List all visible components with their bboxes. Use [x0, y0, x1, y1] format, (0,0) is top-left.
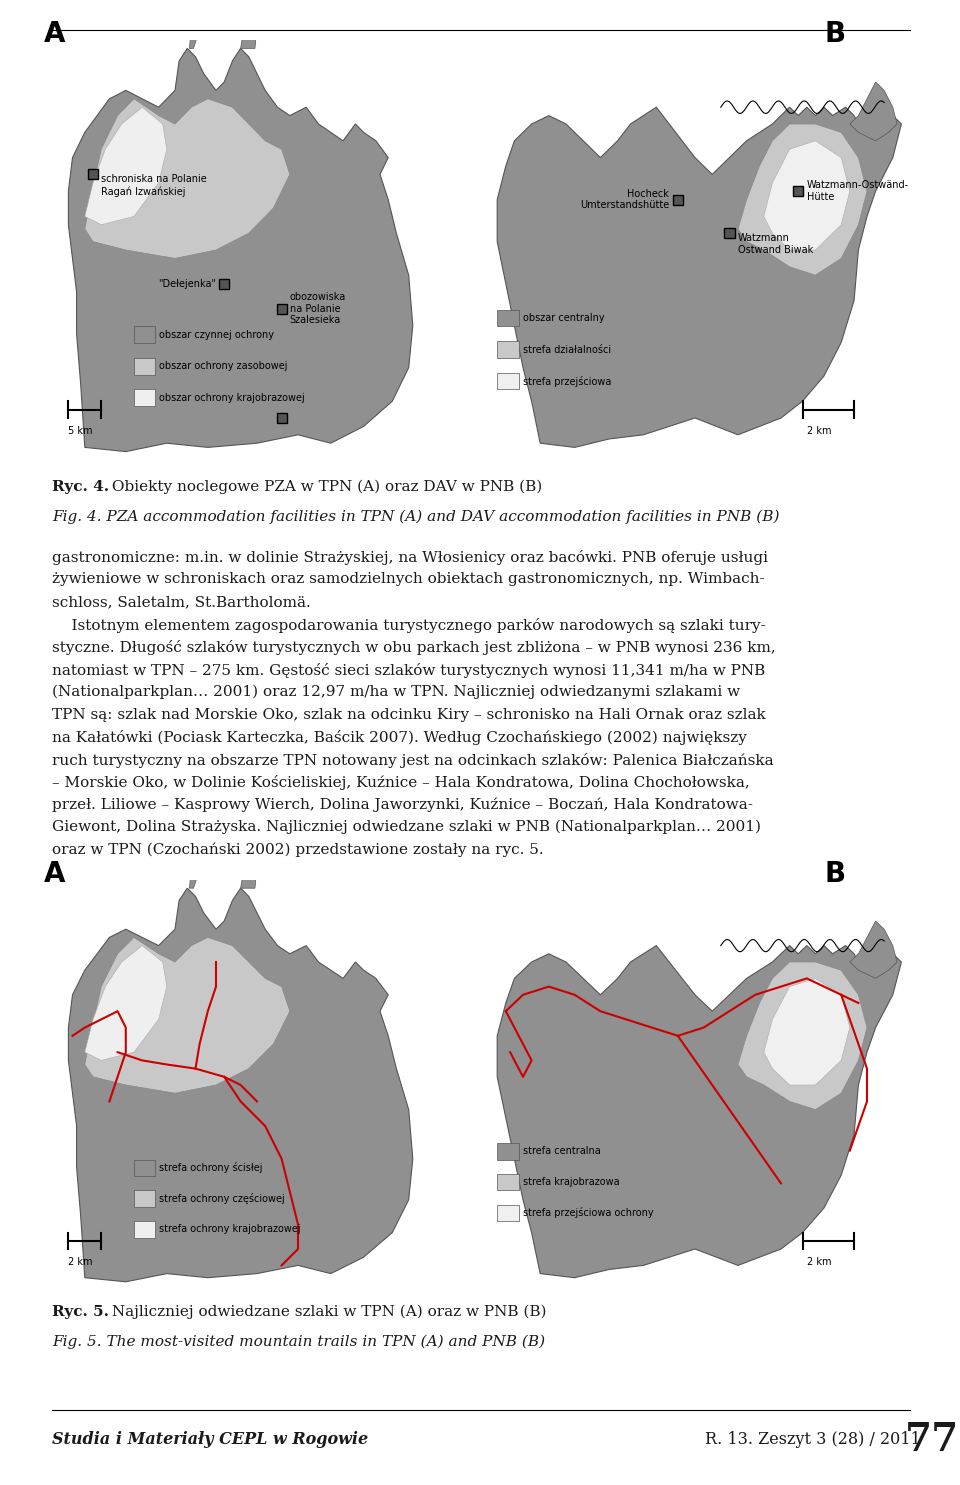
Bar [134, 1191, 155, 1207]
Polygon shape [241, 855, 257, 888]
Text: B: B [824, 21, 845, 49]
Polygon shape [84, 946, 167, 1060]
Bar [497, 342, 518, 358]
Text: na Kałatówki (Pociask Karteczka, Baścik 2007). Według Czochańskiego (2002) najwi: na Kałatówki (Pociask Karteczka, Baścik … [52, 731, 747, 745]
Text: Istotnym elementem zagospodarowania turystycznego parków narodowych są szlaki tu: Istotnym elementem zagospodarowania tury… [52, 618, 766, 633]
Polygon shape [241, 15, 257, 49]
Text: TPN są: szlak nad Morskie Oko, szlak na odcinku Kiry – schronisko na Hali Ornak : TPN są: szlak nad Morskie Oko, szlak na … [52, 707, 766, 722]
Bar [276, 304, 286, 313]
Bar [134, 1221, 155, 1237]
Polygon shape [764, 979, 850, 1086]
Text: Watzmann
Ostwand Biwak: Watzmann Ostwand Biwak [738, 233, 813, 255]
Bar [497, 1204, 518, 1221]
Text: (Nationalparkplan… 2001) oraz 12,97 m/ha w TPN. Najliczniej odwiedzanymi szlakam: (Nationalparkplan… 2001) oraz 12,97 m/ha… [52, 685, 740, 699]
Bar [134, 358, 155, 374]
Bar [88, 169, 98, 180]
Polygon shape [850, 82, 897, 141]
Text: Hocheck
Umterstandshütte: Hocheck Umterstandshütte [580, 189, 669, 211]
Text: A: A [44, 860, 65, 888]
Text: styczne. Długość szlaków turystycznych w obu parkach jest zbliżona – w PNB wynos: styczne. Długość szlaków turystycznych w… [52, 640, 776, 655]
Bar [673, 195, 683, 205]
Text: 77: 77 [905, 1421, 959, 1458]
Bar [497, 1175, 518, 1191]
Text: strefa działalności: strefa działalności [523, 345, 612, 355]
Bar [497, 1143, 518, 1160]
Text: obozowiska
na Polanie
Szalesieka: obozowiska na Polanie Szalesieka [290, 293, 346, 325]
Bar [793, 186, 804, 196]
Text: Obiekty noclegowe PZA w TPN (A) oraz DAV w PNB (B): Obiekty noclegowe PZA w TPN (A) oraz DAV… [107, 480, 542, 495]
Bar [134, 327, 155, 343]
Text: 5 km: 5 km [68, 426, 93, 437]
Text: przeł. Liliowe – Kasprowy Wierch, Dolina Jaworzynki, Kuźnice – Boczań, Hala Kond: przeł. Liliowe – Kasprowy Wierch, Dolina… [52, 797, 753, 812]
Polygon shape [84, 99, 290, 258]
Text: 2 km: 2 km [806, 1258, 831, 1267]
Text: ruch turystyczny na obszarze TPN notowany jest na odcinkach szlaków: Palenica Bi: ruch turystyczny na obszarze TPN notowan… [52, 753, 774, 768]
Text: strefa ochrony częściowej: strefa ochrony częściowej [158, 1192, 284, 1204]
Bar [276, 413, 286, 423]
Text: strefa ochrony krajobrazowej: strefa ochrony krajobrazowej [158, 1224, 300, 1234]
Text: "Dełejenka": "Dełejenka" [158, 279, 216, 288]
Text: obszar ochrony krajobrazowej: obszar ochrony krajobrazowej [158, 394, 304, 402]
Text: strefa przejściowa: strefa przejściowa [523, 376, 612, 386]
Text: strefa ochrony ścisłej: strefa ochrony ścisłej [158, 1163, 262, 1173]
Polygon shape [68, 49, 413, 451]
Polygon shape [738, 125, 867, 275]
Text: Fig. 4. PZA accommodation facilities in TPN (A) and DAV accommodation facilities: Fig. 4. PZA accommodation facilities in … [52, 509, 780, 524]
Text: 2 km: 2 km [68, 1258, 93, 1267]
Text: strefa krajobrazowa: strefa krajobrazowa [523, 1178, 619, 1187]
Text: schroniska na Polanie
Ragań Izwańskiej: schroniska na Polanie Ragań Izwańskiej [101, 174, 207, 196]
Polygon shape [68, 888, 413, 1282]
Text: Ryc. 4.: Ryc. 4. [52, 480, 109, 495]
Text: 2 km: 2 km [806, 426, 831, 437]
Text: R. 13. Zeszyt 3 (28) / 2011: R. 13. Zeszyt 3 (28) / 2011 [705, 1432, 921, 1448]
Text: Watzmann-Ostwänd-
Hütte: Watzmann-Ostwänd- Hütte [806, 180, 909, 202]
Bar [724, 229, 734, 238]
Polygon shape [850, 921, 897, 979]
Text: – Morskie Oko, w Dolinie Kościeliskiej, Kuźnice – Hala Kondratowa, Dolina Chocho: – Morskie Oko, w Dolinie Kościeliskiej, … [52, 775, 750, 790]
Polygon shape [497, 107, 901, 447]
Text: obszar czynnej ochrony: obszar czynnej ochrony [158, 330, 274, 340]
Text: Najliczniej odwiedzane szlaki w TPN (A) oraz w PNB (B): Najliczniej odwiedzane szlaki w TPN (A) … [107, 1305, 546, 1319]
Bar [219, 279, 229, 288]
Polygon shape [738, 962, 867, 1109]
Text: Studia i Materiały CEPL w Rogowie: Studia i Materiały CEPL w Rogowie [52, 1432, 368, 1448]
Text: Ryc. 5.: Ryc. 5. [52, 1305, 109, 1319]
Polygon shape [764, 141, 850, 249]
Text: obszar ochrony zasobowej: obszar ochrony zasobowej [158, 361, 287, 371]
Polygon shape [497, 946, 901, 1277]
Bar [134, 389, 155, 407]
Text: oraz w TPN (Czochański 2002) przedstawione zostały na ryc. 5.: oraz w TPN (Czochański 2002) przedstawio… [52, 842, 543, 857]
Polygon shape [189, 30, 198, 49]
Bar [497, 310, 518, 327]
Text: Giewont, Dolina Strażyska. Najliczniej odwiedzane szlaki w PNB (Nationalparkplan: Giewont, Dolina Strażyska. Najliczniej o… [52, 820, 761, 835]
Text: strefa przejściowa ochrony: strefa przejściowa ochrony [523, 1207, 654, 1218]
Polygon shape [189, 870, 198, 888]
Text: A: A [44, 21, 65, 49]
Text: natomiast w TPN – 275 km. Gęstość sieci szlaków turystycznych wynosi 11,341 m/ha: natomiast w TPN – 275 km. Gęstość sieci … [52, 662, 765, 677]
Text: żywieniowe w schroniskach oraz samodzielnych obiektach gastronomicznych, np. Wim: żywieniowe w schroniskach oraz samodziel… [52, 573, 764, 587]
Text: B: B [824, 860, 845, 888]
Text: strefa centralna: strefa centralna [523, 1146, 601, 1157]
Polygon shape [84, 937, 290, 1093]
Text: obszar centralny: obszar centralny [523, 313, 605, 324]
Bar [134, 1160, 155, 1176]
Text: Fig. 5. The most-visited mountain trails in TPN (A) and PNB (B): Fig. 5. The most-visited mountain trails… [52, 1335, 545, 1350]
Polygon shape [84, 107, 167, 224]
Bar [497, 373, 518, 389]
Text: gastronomiczne: m.in. w dolinie Strażyskiej, na Włosienicy oraz bacówki. PNB ofe: gastronomiczne: m.in. w dolinie Strażysk… [52, 549, 768, 564]
Text: schloss, Saletalm, St.Bartholomä.: schloss, Saletalm, St.Bartholomä. [52, 595, 311, 609]
